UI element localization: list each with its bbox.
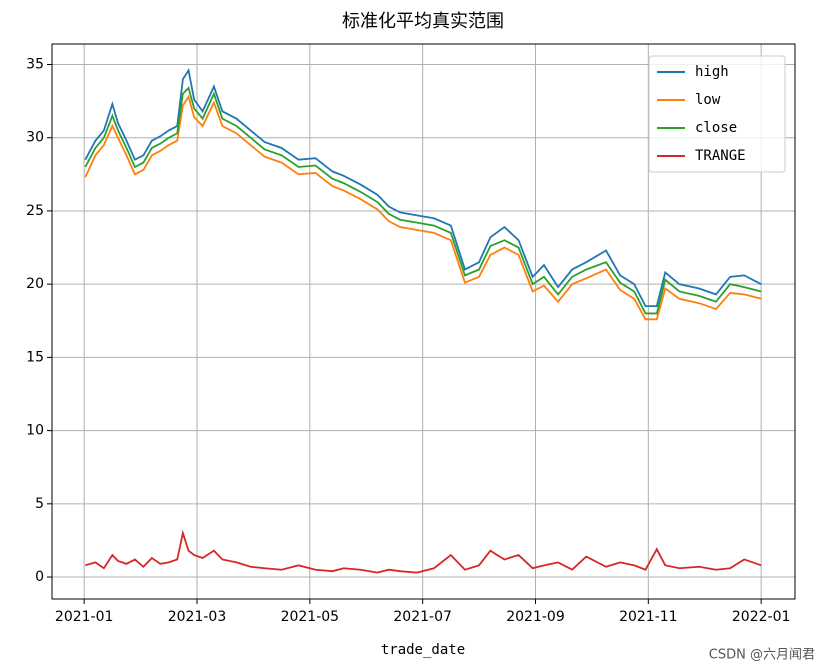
x-tick-label: 2021-11 bbox=[619, 609, 678, 625]
y-tick-label: 5 bbox=[35, 496, 44, 512]
watermark: CSDN @六月闻君 bbox=[709, 648, 815, 663]
data-line bbox=[84, 86, 762, 315]
y-tick-label: 0 bbox=[35, 569, 44, 585]
legend-label: close bbox=[695, 120, 737, 136]
y-tick-label: 10 bbox=[26, 423, 44, 439]
x-tick-label: 2021-09 bbox=[506, 609, 565, 625]
legend-label: TRANGE bbox=[695, 148, 746, 164]
legend-label: low bbox=[695, 92, 721, 108]
chart-title: 标准化平均真实范围 bbox=[342, 11, 504, 32]
x-tick-label: 2021-01 bbox=[55, 609, 114, 625]
plot-frame bbox=[51, 43, 796, 600]
x-axis-label: trade_date bbox=[381, 642, 465, 658]
x-tick-label: 2021-07 bbox=[393, 609, 452, 625]
data-line bbox=[84, 94, 762, 321]
y-tick-label: 20 bbox=[26, 276, 44, 292]
data-line bbox=[85, 529, 762, 574]
y-tick-label: 30 bbox=[26, 130, 44, 146]
x-tick-label: 2022-01 bbox=[732, 609, 791, 625]
y-tick-label: 25 bbox=[26, 203, 44, 219]
legend-box bbox=[648, 55, 786, 173]
data-line bbox=[84, 67, 762, 308]
legend-label: high bbox=[695, 64, 729, 80]
x-tick-label: 2021-03 bbox=[168, 609, 227, 625]
y-tick-label: 35 bbox=[26, 57, 44, 73]
x-tick-label: 2021-05 bbox=[281, 609, 340, 625]
y-tick-label: 15 bbox=[26, 349, 44, 365]
